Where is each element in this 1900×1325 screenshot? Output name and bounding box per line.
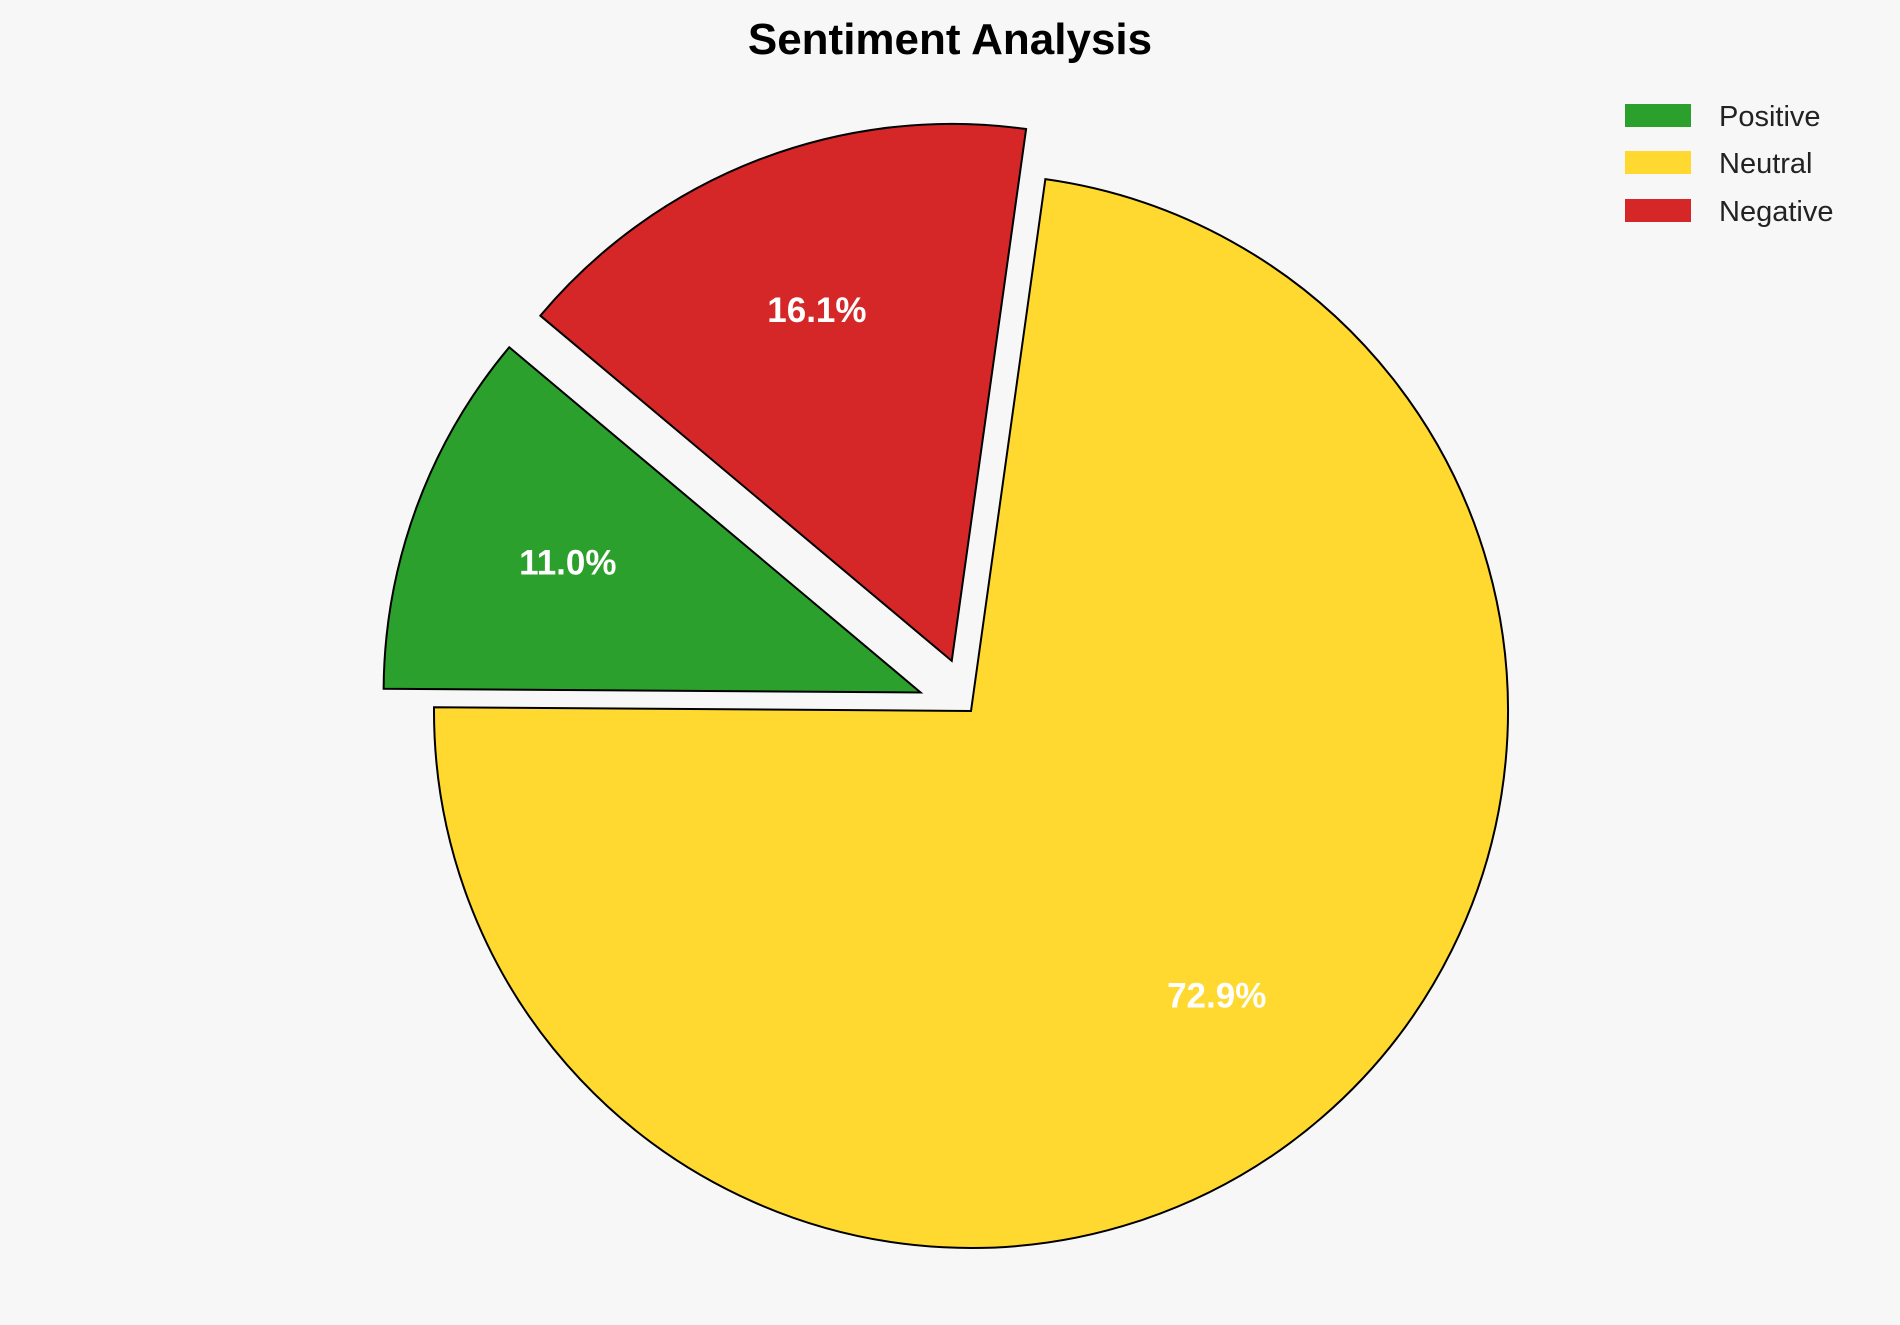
wedge-negative [538, 122, 1028, 663]
percent-labels: 11.0% 72.9% 16.1% [519, 291, 1266, 1015]
legend-label-neutral: Neutral [1719, 148, 1813, 180]
legend: Positive Neutral Negative [1625, 101, 1833, 228]
chart-title: Sentiment Analysis [748, 15, 1152, 64]
pct-label-positive: 11.0% [519, 544, 616, 583]
pct-label-negative: 16.1% [767, 291, 866, 330]
legend-swatch-neutral [1625, 151, 1691, 174]
wedge-positive [382, 345, 924, 694]
legend-label-positive: Positive [1719, 101, 1821, 133]
legend-swatch-negative [1625, 199, 1691, 222]
pct-label-neutral: 72.9% [1167, 976, 1266, 1015]
wedges [382, 122, 1509, 1249]
wedge-neutral [433, 178, 1509, 1249]
legend-label-negative: Negative [1719, 196, 1833, 228]
legend-swatch-positive [1625, 104, 1691, 127]
